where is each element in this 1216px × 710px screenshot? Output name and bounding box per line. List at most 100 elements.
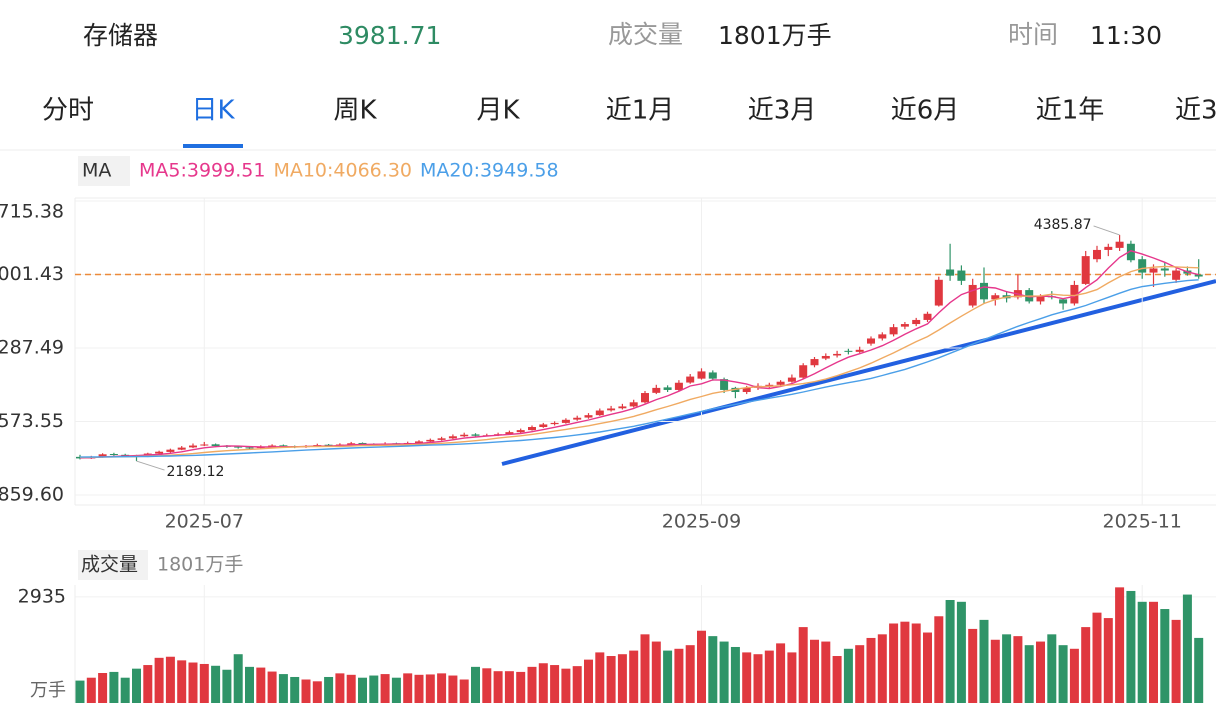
candle-body (177, 447, 186, 450)
volume-bar (753, 654, 763, 703)
volume-bar (640, 634, 650, 703)
ma-line (79, 279, 1199, 458)
candle-body (878, 334, 887, 339)
candle-body (189, 445, 197, 448)
volume-bar (256, 667, 266, 703)
volume-bar (934, 616, 944, 703)
candle-body (708, 372, 717, 379)
volume-bar (719, 641, 729, 703)
candle-body (1070, 284, 1079, 304)
candle-body (1059, 299, 1068, 304)
volume-bar (685, 645, 695, 703)
volume-bar (346, 674, 356, 703)
volume-bar (629, 650, 639, 703)
candle-body (1036, 296, 1045, 302)
volume-bar (1160, 609, 1170, 703)
candle-body (674, 382, 683, 390)
volume-bar (1002, 634, 1012, 703)
volume-bar (516, 671, 526, 703)
volume-bar (86, 677, 96, 703)
candle-body (98, 454, 107, 458)
candle-body (279, 445, 288, 447)
candle-body (607, 408, 616, 411)
candle-body (516, 430, 525, 433)
ma-title: MA (82, 160, 111, 182)
volume-bar (1194, 637, 1204, 703)
candle-body (980, 282, 988, 300)
candle-body (787, 377, 796, 382)
volume-bar (810, 639, 819, 703)
tab[interactable]: 周K (333, 96, 377, 126)
stock-name: 存储器 (83, 21, 158, 50)
volume-bar (245, 666, 254, 703)
candle-body (776, 381, 785, 385)
volume-bar (425, 674, 435, 703)
volume-bar (527, 666, 537, 703)
trend-line (501, 279, 1216, 466)
candle-body (1104, 246, 1113, 250)
volume-bar (742, 652, 752, 703)
volume-bar (832, 656, 842, 703)
candle-body (200, 444, 209, 446)
y-tick-label: 4001.43 (0, 263, 64, 285)
candle-body (561, 419, 570, 423)
volume-bar (199, 663, 209, 703)
volume-bar (776, 643, 786, 703)
tab[interactable]: 近1月 (606, 96, 675, 126)
candle-body (245, 447, 254, 449)
volume-bar (923, 632, 932, 703)
volume-bar (414, 674, 424, 703)
candle-body (991, 295, 1000, 300)
volume-bar (538, 663, 548, 703)
candle-body (765, 384, 774, 386)
volume-bar (1069, 648, 1079, 703)
tab[interactable]: 月K (476, 96, 520, 126)
candle-body (505, 432, 514, 435)
candle-body (946, 269, 955, 276)
tab[interactable]: 近3月 (748, 96, 817, 126)
candle-body (934, 279, 943, 306)
volume-badge (78, 550, 148, 580)
tab[interactable]: 近1年 (1036, 96, 1105, 126)
volume-bar (154, 657, 164, 703)
candle-body (968, 284, 977, 306)
volume-bar (617, 654, 627, 703)
volume-bar (1092, 612, 1102, 703)
candle-body (268, 445, 277, 447)
candle-body (686, 376, 695, 383)
volume-bar (301, 679, 311, 703)
candle-body (1160, 268, 1169, 271)
volume-bar (448, 675, 458, 703)
candle-body (799, 365, 808, 378)
tab[interactable]: 分时 (42, 96, 94, 126)
volume-bar (1171, 619, 1181, 703)
candle-body (595, 410, 604, 416)
price: 3981.71 (338, 21, 441, 50)
candle-body (663, 387, 672, 390)
volume-bar (143, 665, 153, 703)
volume-bar (550, 665, 560, 703)
candle-body (889, 327, 898, 335)
volume-bar (843, 648, 853, 703)
tab-underline (183, 144, 243, 148)
volume-label: 成交量 (608, 20, 683, 49)
volume-bar (233, 654, 243, 703)
volume-unit: 万手 (30, 680, 66, 701)
candle-body (912, 319, 921, 325)
candle-body (448, 436, 457, 439)
volume-bar (380, 674, 390, 703)
volume-bar (312, 681, 322, 703)
volume-bar (730, 646, 740, 703)
tab[interactable]: 近3年 (1175, 96, 1216, 126)
volume-title: 成交量 (81, 554, 138, 576)
tab[interactable]: 日K (191, 96, 235, 126)
volume-bar (211, 665, 221, 703)
time-label: 时间 (1008, 20, 1058, 49)
candle-body (844, 350, 853, 352)
volume-bar (1058, 645, 1068, 703)
candle-body (629, 402, 638, 407)
volume-bar (1047, 634, 1057, 703)
tab[interactable]: 近6月 (891, 96, 960, 126)
candle-body (821, 355, 830, 359)
